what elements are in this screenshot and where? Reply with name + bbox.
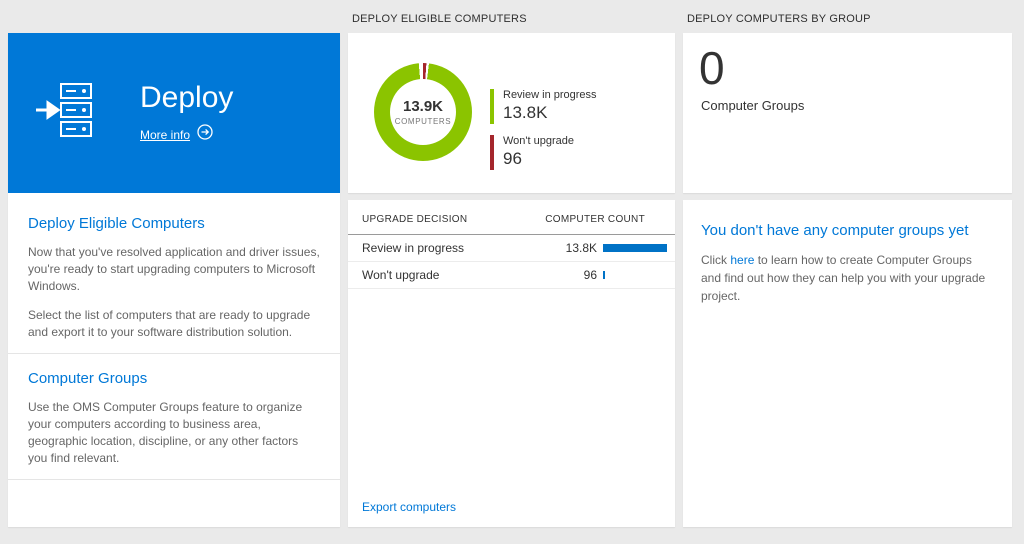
- deploy-icon: [34, 82, 98, 145]
- here-link[interactable]: here: [730, 253, 755, 267]
- deploy-tile[interactable]: Deploy More info: [8, 33, 340, 193]
- legend-text: Won't upgrade 96: [503, 135, 574, 170]
- more-info-row: More info: [140, 124, 233, 145]
- body-text: Select the list of computers that are re…: [28, 308, 311, 340]
- row-label: Review in progress: [362, 241, 465, 255]
- legend-label: Review in progress: [503, 89, 597, 101]
- right-column-header: DEPLOY COMPUTERS BY GROUP: [687, 13, 871, 25]
- section-deploy-eligible-computers: Deploy Eligible Computers Now that you'v…: [8, 193, 340, 341]
- row-value: 13.8K: [565, 241, 597, 255]
- table-header-row: UPGRADE DECISION COMPUTER COUNT: [348, 200, 675, 235]
- deploy-tile-text: Deploy More info: [140, 81, 233, 145]
- donut-total-label: COMPUTERS: [394, 117, 452, 126]
- left-info-card: Deploy Eligible Computers Now that you'v…: [8, 193, 340, 527]
- no-computer-groups-card: You don't have any computer groups yet C…: [683, 200, 1012, 527]
- export-computers-link[interactable]: Export computers: [362, 500, 457, 514]
- row-value-bar: [603, 244, 667, 252]
- deploy-tile-title: Deploy: [140, 81, 234, 114]
- donut-center: 13.9K COMPUTERS: [374, 63, 472, 161]
- computer-groups-count-label: Computer Groups: [701, 98, 805, 114]
- table-row[interactable]: Won't upgrade 96: [348, 262, 675, 289]
- section-divider: [8, 479, 340, 481]
- no-groups-text-before: Click: [701, 253, 731, 267]
- chart-legend: Review in progress 13.8K Won't upgrade 9…: [490, 89, 597, 170]
- row-value: 96: [583, 268, 597, 282]
- legend-item-review-in-progress: Review in progress 13.8K: [490, 89, 597, 124]
- legend-text: Review in progress 13.8K: [503, 89, 597, 124]
- table-row[interactable]: Review in progress 13.8K: [348, 235, 675, 262]
- no-groups-text-after: to learn how to create Computer Groups a…: [701, 253, 986, 303]
- donut-chart[interactable]: 13.9K COMPUTERS: [374, 63, 472, 161]
- legend-value: 13.8K: [503, 103, 548, 122]
- legend-color-bar: [490, 89, 494, 124]
- legend-color-bar: [490, 135, 494, 170]
- legend-label: Won't upgrade: [503, 135, 575, 147]
- table-header-computer-count: COMPUTER COUNT: [545, 214, 645, 225]
- row-value-bar: [603, 271, 605, 279]
- no-groups-heading: You don't have any computer groups yet: [701, 222, 969, 239]
- computer-groups-count-card[interactable]: 0 Computer Groups: [683, 33, 1012, 193]
- section-heading-deploy-eligible-computers: Deploy Eligible Computers: [28, 215, 205, 232]
- legend-value: 96: [503, 149, 522, 168]
- more-info-arrow-icon[interactable]: [197, 124, 213, 145]
- more-info-link[interactable]: More info: [140, 127, 191, 142]
- computer-groups-count: 0: [699, 42, 725, 94]
- row-bar-track: [603, 271, 667, 279]
- body-text: Use the OMS Computer Groups feature to o…: [28, 400, 303, 466]
- section-computer-groups: Computer Groups Use the OMS Computer Gro…: [8, 354, 340, 467]
- section-heading-computer-groups: Computer Groups: [28, 370, 148, 388]
- section-divider: [8, 353, 340, 355]
- no-groups-text: Click here to learn how to create Comput…: [701, 251, 994, 305]
- upgrade-decision-table-card: UPGRADE DECISION COMPUTER COUNT Review i…: [348, 200, 675, 527]
- middle-column-header: DEPLOY ELIGIBLE COMPUTERS: [352, 13, 527, 25]
- table-header-upgrade-decision: UPGRADE DECISION: [362, 214, 468, 225]
- legend-item-wont-upgrade: Won't upgrade 96: [490, 135, 597, 170]
- eligible-computers-chart-card: 13.9K COMPUTERS Review in progress 13.8K…: [348, 33, 675, 193]
- donut-total-value: 13.9K: [402, 98, 444, 115]
- row-bar-track: [603, 244, 667, 252]
- row-label: Won't upgrade: [362, 268, 440, 282]
- body-text: Now that you've resolved application and…: [28, 245, 320, 294]
